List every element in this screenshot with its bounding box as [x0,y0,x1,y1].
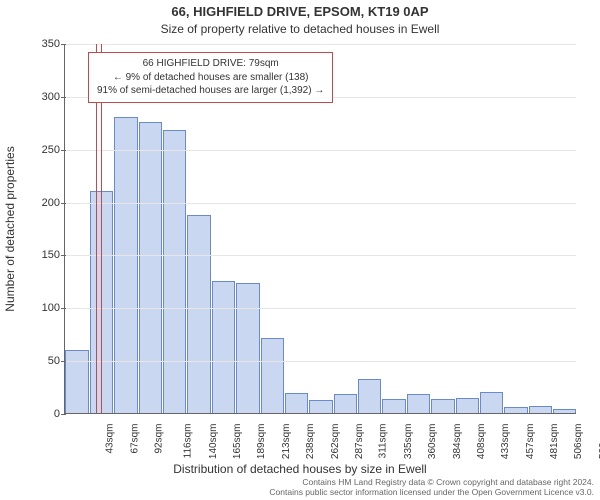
y-tick: 0 [26,408,60,420]
bar [553,409,576,413]
annotation-line-1: 66 HIGHFIELD DRIVE: 79sqm [97,57,324,71]
bar [285,393,308,413]
footer-line-2: Contains public sector information licen… [269,487,594,498]
gridline [65,255,576,256]
footer-line-1: Contains HM Land Registry data © Crown c… [269,477,594,488]
gridline [65,361,576,362]
x-tick: 92sqm [153,424,164,454]
bar [187,215,210,413]
x-tick: 116sqm [183,424,194,459]
bar [358,379,381,413]
x-tick: 262sqm [330,424,341,460]
gridline [65,308,576,309]
bar [334,394,357,413]
annotation-line-3: 91% of semi-detached houses are larger (… [97,84,324,98]
bar [407,394,430,413]
y-tick: 350 [26,38,60,50]
x-tick: 43sqm [105,424,116,454]
x-tick: 238sqm [305,424,316,460]
y-tick: 200 [26,197,60,209]
bar [236,283,259,413]
y-tick: 50 [26,355,60,367]
x-tick: 335sqm [403,424,414,460]
y-tick: 100 [26,302,60,314]
bar [212,281,235,413]
bar [309,400,332,413]
gridline [65,203,576,204]
annotation-box: 66 HIGHFIELD DRIVE: 79sqm ← 9% of detach… [88,52,333,103]
bar [456,398,479,413]
gridline [65,44,576,45]
bar [139,122,162,413]
y-axis-label: Number of detached properties [3,146,17,311]
x-tick: 189sqm [257,424,268,460]
bar [163,130,186,413]
x-tick: 457sqm [525,424,536,460]
chart-title-sub: Size of property relative to detached ho… [0,22,600,36]
chart-container: 66, HIGHFIELD DRIVE, EPSOM, KT19 0AP Siz… [0,0,600,500]
chart-title-main: 66, HIGHFIELD DRIVE, EPSOM, KT19 0AP [0,4,600,19]
footer: Contains HM Land Registry data © Crown c… [269,477,594,498]
bar [480,392,503,413]
y-tick: 300 [26,91,60,103]
bar [114,117,137,413]
x-tick: 408sqm [476,424,487,460]
y-tick: 150 [26,249,60,261]
x-tick: 213sqm [281,424,292,460]
x-tick: 481sqm [549,424,560,460]
x-tick: 140sqm [208,424,219,460]
x-tick: 433sqm [500,424,511,460]
bar [261,338,284,413]
x-axis-label: Distribution of detached houses by size … [0,462,600,476]
bar [504,407,527,413]
bar [431,399,454,413]
x-tick: 360sqm [427,424,438,460]
annotation-line-2: ← 9% of detached houses are smaller (138… [97,71,324,85]
x-tick: 506sqm [574,424,585,460]
x-tick: 384sqm [452,424,463,460]
bar [382,399,405,413]
x-tick: 165sqm [232,424,243,460]
gridline [65,150,576,151]
x-tick: 311sqm [378,424,389,459]
bar [529,406,552,413]
x-tick: 287sqm [354,424,365,460]
x-tick: 67sqm [129,424,140,454]
y-tick: 250 [26,144,60,156]
bar [65,350,88,413]
